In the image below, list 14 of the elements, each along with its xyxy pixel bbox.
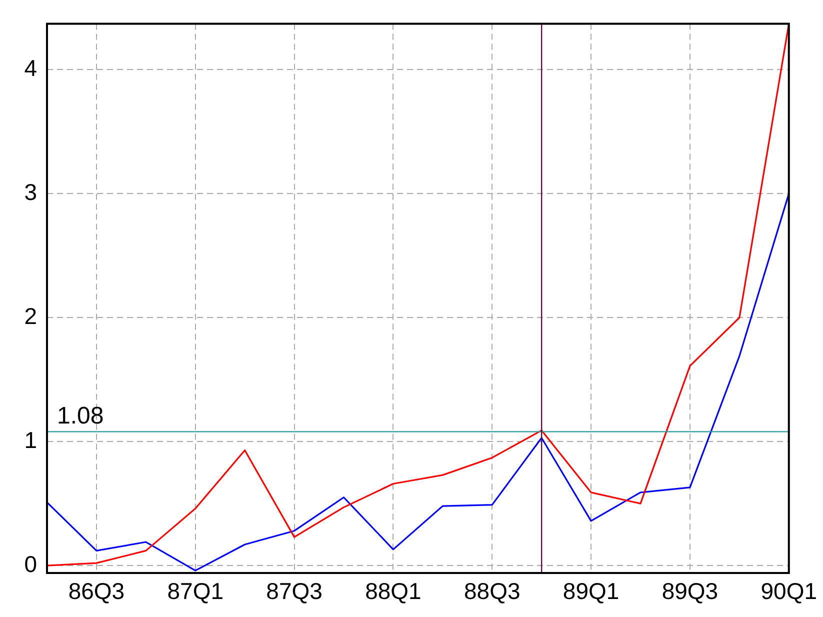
x-tick-label: 86Q3 [68,578,125,604]
ref-line-label: 1.08 [57,402,104,430]
x-tick-label: 90Q1 [760,578,817,604]
x-tick-label: 89Q1 [562,578,620,604]
x-tick-label: 87Q3 [266,578,322,604]
x-tick-label: 88Q1 [365,578,422,604]
x-tick-label: 87Q1 [167,578,224,604]
y-tick-label: 2 [24,302,37,329]
y-tick-label: 3 [24,178,37,205]
x-tick-label: 88Q3 [464,578,520,604]
x-tick-label: 89Q3 [662,578,718,604]
y-tick-label: 0 [24,550,37,577]
y-tick-label: 1 [24,426,37,453]
y-tick-label: 4 [24,55,38,82]
